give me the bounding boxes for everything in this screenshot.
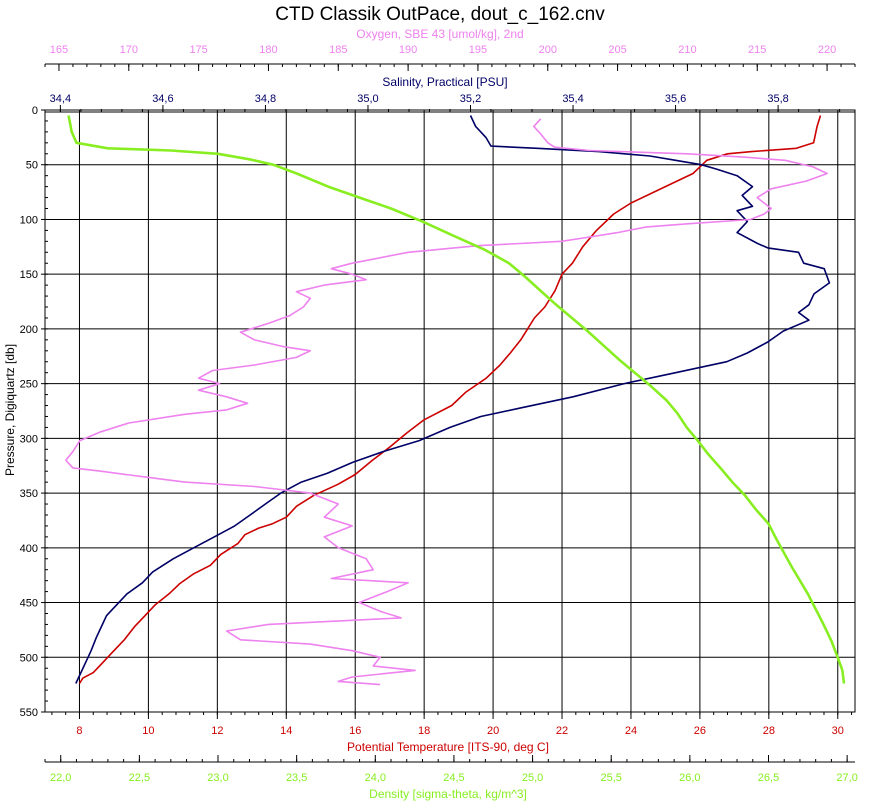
salinity-series-line — [75, 115, 831, 684]
pressure-tick-label: 250 — [20, 379, 38, 391]
temperature-tick-label: 10 — [142, 725, 154, 737]
temperature-tick-label: 30 — [832, 725, 844, 737]
temperature-series-line — [78, 115, 822, 684]
oxygen-tick-label: 190 — [399, 44, 417, 56]
oxygen-tick-label: 215 — [748, 44, 766, 56]
temperature-tick-label: 22 — [556, 725, 568, 737]
density-tick-label: 22,0 — [50, 772, 71, 784]
salinity-tick-label: 35,2 — [460, 93, 481, 105]
temperature-tick-label: 18 — [418, 725, 430, 737]
density-tick-label: 26,0 — [679, 772, 700, 784]
density-tick-label: 23,0 — [207, 772, 228, 784]
salinity-axis-label: Salinity, Practical [PSU] — [382, 75, 507, 89]
temperature-axis-label: Potential Temperature [ITS-90, deg C] — [347, 740, 549, 754]
series-layer — [65, 115, 846, 686]
density-tick-label: 24,5 — [443, 772, 464, 784]
temperature-tick-label: 12 — [211, 725, 223, 737]
pressure-tick-label: 150 — [20, 269, 38, 281]
density-tick-label: 22,5 — [129, 772, 150, 784]
salinity-tick-label: 35,0 — [357, 93, 378, 105]
oxygen-tick-label: 205 — [608, 44, 626, 56]
density-series-line — [67, 115, 846, 684]
temperature-tick-label: 14 — [280, 725, 292, 737]
oxygen-series-line — [65, 118, 828, 686]
pressure-axis-label: Pressure, Digiquartz [db] — [3, 344, 17, 476]
oxygen-tick-label: 185 — [329, 44, 347, 56]
salinity-tick-label: 35,8 — [767, 93, 788, 105]
oxygen-tick-label: 175 — [189, 44, 207, 56]
pressure-tick-label: 550 — [20, 707, 38, 719]
oxygen-tick-label: 170 — [120, 44, 138, 56]
density-tick-label: 25,0 — [522, 772, 543, 784]
salinity-tick-label: 35,4 — [562, 93, 583, 105]
temperature-tick-label: 28 — [763, 725, 775, 737]
temperature-axis: 8 10 12 14 16 18 20 22 24 26 28 30 — [45, 711, 855, 737]
pressure-tick-label: 300 — [20, 433, 38, 445]
temperature-tick-label: 24 — [625, 725, 637, 737]
salinity-tick-label: 34,4 — [50, 93, 71, 105]
oxygen-tick-label: 165 — [50, 44, 68, 56]
oxygen-tick-label: 180 — [259, 44, 277, 56]
oxygen-tick-label: 200 — [539, 44, 557, 56]
temperature-tick-label: 8 — [76, 725, 82, 737]
oxygen-tick-label: 210 — [678, 44, 696, 56]
temperature-tick-label: 26 — [694, 725, 706, 737]
oxygen-axis: 165 170 175 180 185 190 195 200 205 210 215 220 — [44, 44, 856, 71]
pressure-axis: 0 50 100 150 200 250 300 350 400 450 500 550 — [20, 105, 48, 719]
pressure-tick-label: 500 — [20, 652, 38, 664]
salinity-axis: 34,4 34,6 34,8 35,0 35,2 35,4 35,6 35,8 — [45, 93, 855, 113]
density-tick-label: 25,5 — [601, 772, 622, 784]
temperature-tick-label: 20 — [487, 725, 499, 737]
oxygen-tick-label: 195 — [469, 44, 487, 56]
density-tick-label: 27,0 — [836, 772, 857, 784]
salinity-tick-label: 35,6 — [665, 93, 686, 105]
density-axis: 22,0 22,5 23,0 23,5 24,0 24,5 25,0 25,5 26,0 26,5… — [44, 755, 858, 784]
density-axis-label: Density [sigma-theta, kg/m^3] — [369, 787, 527, 801]
density-tick-label: 24,0 — [365, 772, 386, 784]
pressure-tick-label: 450 — [20, 598, 38, 610]
pressure-tick-label: 100 — [20, 214, 38, 226]
grid — [44, 109, 856, 713]
oxygen-axis-label: Oxygen, SBE 43 [umol/kg], 2nd — [356, 27, 523, 41]
salinity-tick-label: 34,6 — [152, 93, 173, 105]
pressure-tick-label: 50 — [26, 160, 38, 172]
pressure-tick-label: 0 — [32, 105, 38, 117]
oxygen-tick-label: 220 — [818, 44, 836, 56]
density-tick-label: 26,5 — [758, 772, 779, 784]
pressure-tick-label: 350 — [20, 488, 38, 500]
plot-frame — [44, 109, 856, 713]
density-tick-label: 23,5 — [286, 772, 307, 784]
temperature-tick-label: 16 — [349, 725, 361, 737]
pressure-tick-label: 200 — [20, 324, 38, 336]
salinity-tick-label: 34,8 — [255, 93, 276, 105]
chart-title: CTD Classik OutPace, dout_c_162.cnv — [275, 4, 605, 25]
pressure-tick-label: 400 — [20, 543, 38, 555]
